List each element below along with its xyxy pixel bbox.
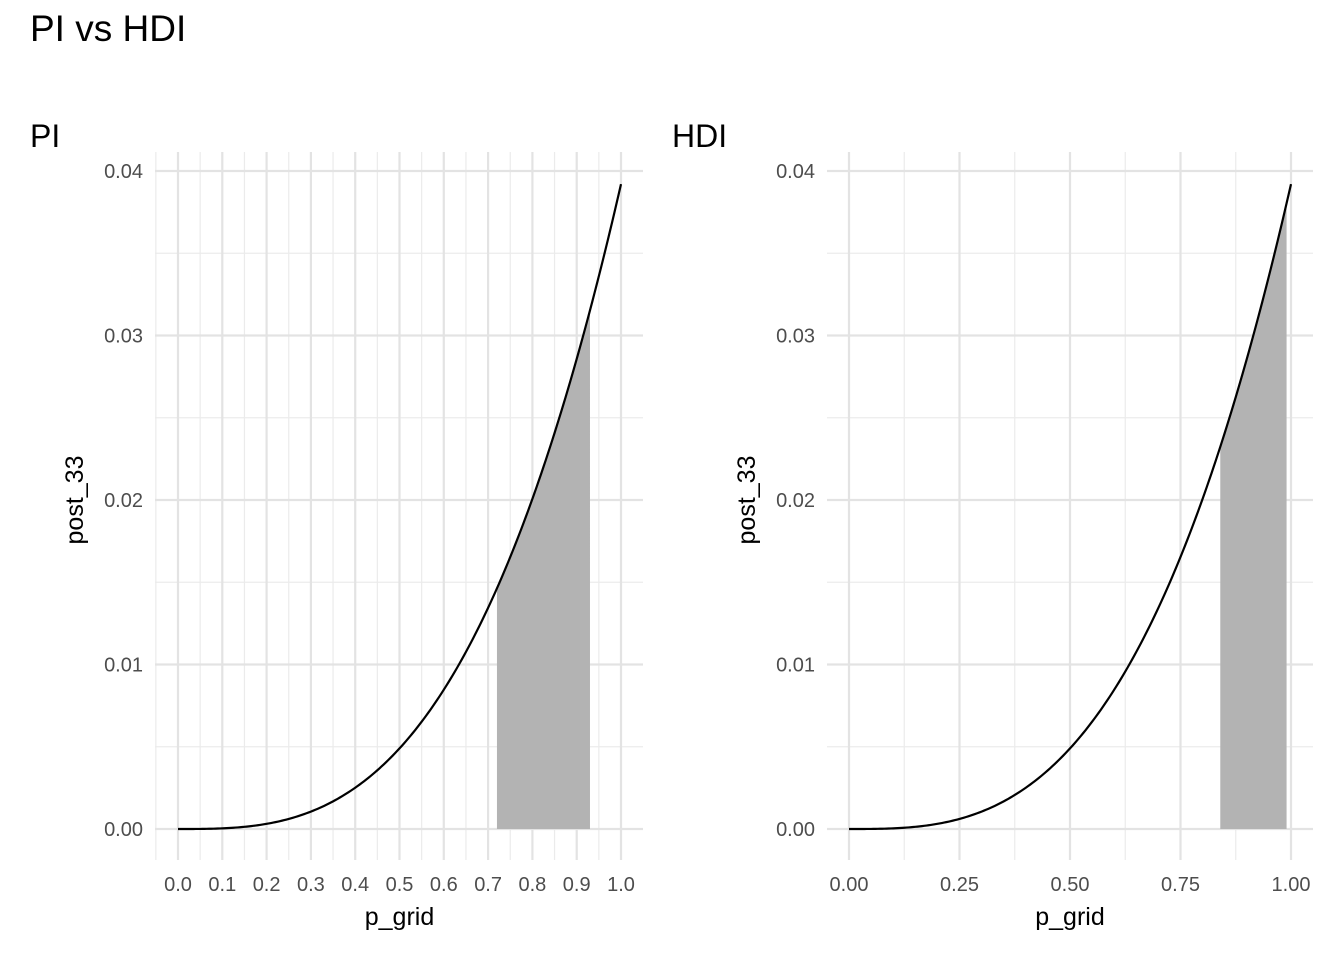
x-tick-label: 0.25 xyxy=(940,874,979,896)
x-tick-label: 0.8 xyxy=(518,874,546,896)
posterior-curve-line xyxy=(178,183,623,831)
y-tick-label: 0.02 xyxy=(776,490,815,512)
figure-title: PI vs HDI xyxy=(30,8,187,49)
x-tick-label: 0.6 xyxy=(430,874,458,896)
x-tick-label: 0.7 xyxy=(474,874,502,896)
x-tick-label: 1.00 xyxy=(1272,874,1311,896)
x-tick-label: 0.2 xyxy=(253,874,281,896)
x-tick-label: 0.5 xyxy=(386,874,414,896)
y-axis-title: post_33 xyxy=(733,456,761,545)
x-tick-label: 0.4 xyxy=(341,874,369,896)
shaded-interval-area xyxy=(1220,203,1287,829)
y-tick-label: 0.02 xyxy=(104,490,143,512)
x-tick-label: 1.0 xyxy=(607,874,635,896)
y-tick-label: 0.04 xyxy=(776,161,815,183)
chart-panel-pi: 0.0 0.1 0.2 0.3 0.4 0.5 0.6 0.7 0.8 0.9 1.0 0.00 0.0… xyxy=(61,152,643,931)
panel-title-hdi: HDI xyxy=(672,118,728,154)
x-tick-label: 0.0 xyxy=(164,874,192,896)
x-tick-label: 0.75 xyxy=(1161,874,1200,896)
shaded-interval-area xyxy=(496,310,590,829)
y-tick-label: 0.03 xyxy=(776,326,815,348)
panel-title-pi: PI xyxy=(30,118,61,154)
x-tick-label: 0.00 xyxy=(830,874,869,896)
x-tick-label: 0.9 xyxy=(563,874,591,896)
x-tick-label: 0.1 xyxy=(208,874,236,896)
y-tick-label: 0.00 xyxy=(776,819,815,841)
x-tick-label: 0.50 xyxy=(1051,874,1090,896)
y-tick-label: 0.03 xyxy=(104,326,143,348)
y-tick-label: 0.01 xyxy=(776,655,815,677)
y-tick-label: 0.00 xyxy=(104,819,143,841)
y-tick-label: 0.04 xyxy=(104,161,143,183)
x-axis-title: p_grid xyxy=(365,903,435,931)
x-axis-title: p_grid xyxy=(1035,903,1105,931)
posterior-curve-line xyxy=(849,183,1293,831)
x-tick-label: 0.3 xyxy=(297,874,325,896)
y-axis-title: post_33 xyxy=(61,456,89,545)
y-tick-label: 0.01 xyxy=(104,655,143,677)
chart-panel-hdi: 0.00 0.25 0.50 0.75 1.00 0.00 0.01 0.02 0.03 0.04… xyxy=(733,152,1313,931)
